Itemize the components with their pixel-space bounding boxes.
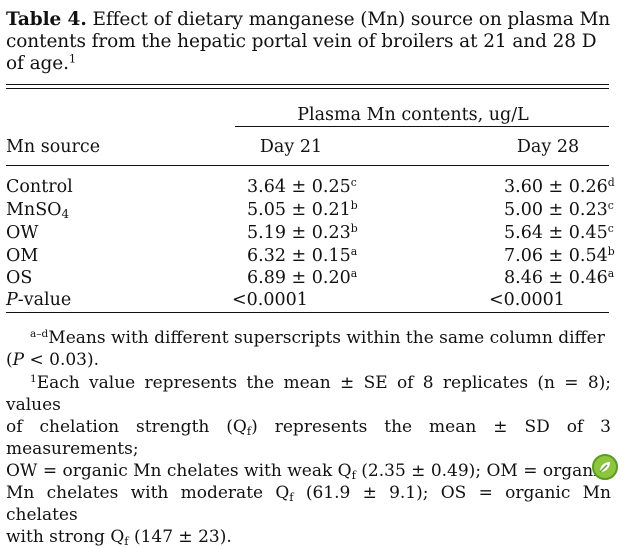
row-source-ow: OW: [6, 223, 39, 243]
cell-day21-mnso4: 5.05 ± 0.21b: [247, 199, 358, 220]
row-source-p-value: P-value: [6, 290, 72, 310]
row-source-om: OM: [6, 246, 39, 266]
cell-day28-control: 3.60 ± 0.26d: [504, 176, 615, 197]
cell-day28-om: 7.06 ± 0.54b: [504, 245, 615, 266]
leaf-icon: [592, 454, 618, 480]
top-rule-double: [6, 88, 609, 89]
header-day-28: Day 28: [516, 137, 580, 157]
cell-day21-ow: 5.19 ± 0.23b: [247, 222, 358, 243]
caption-footnote-mark: 1: [68, 51, 77, 66]
cell-day28-mnso4: 5.00 ± 0.23c: [504, 199, 614, 220]
row-source-os: OS: [6, 268, 33, 288]
header-rule: [6, 165, 609, 166]
row-source-control: Control: [6, 177, 73, 197]
cell-day21-p-value: <0.0001: [232, 290, 308, 310]
caption-text: Effect of dietary manganese (Mn) source …: [6, 9, 611, 74]
top-rule: [6, 84, 609, 85]
cell-day21-os: 6.89 ± 0.20a: [247, 267, 358, 288]
bottom-rule: [6, 312, 609, 313]
table-caption: Table 4. Effect of dietary manganese (Mn…: [6, 9, 611, 75]
spanner-header: Plasma Mn contents, ug/L: [297, 105, 529, 125]
cell-day28-ow: 5.64 ± 0.45c: [504, 222, 614, 243]
cell-day21-control: 3.64 ± 0.25c: [247, 176, 357, 197]
header-mn-source: Mn source: [6, 137, 101, 157]
footnote-superscripts: a–dMeans with different superscripts wit…: [6, 328, 605, 370]
cell-day28-p-value: <0.0001: [489, 290, 565, 310]
table-label: Table 4.: [6, 9, 87, 30]
header-day-21: Day 21: [259, 137, 323, 157]
cell-day28-os: 8.46 ± 0.46a: [504, 267, 615, 288]
cell-day21-om: 6.32 ± 0.15a: [247, 245, 358, 266]
footnote-definitions: 1Each value represents the mean ± SE of …: [6, 373, 611, 548]
row-source-mnso4: MnSO4: [6, 200, 70, 221]
spanner-rule: [235, 126, 609, 127]
